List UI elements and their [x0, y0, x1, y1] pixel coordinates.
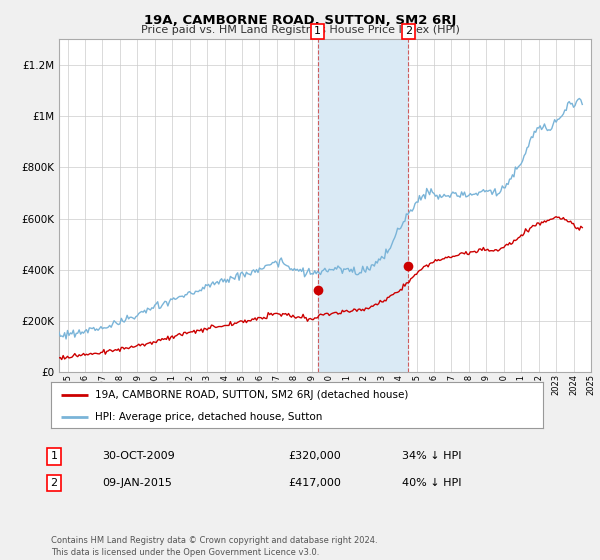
Text: 1: 1: [50, 451, 58, 461]
Text: Contains HM Land Registry data © Crown copyright and database right 2024.
This d: Contains HM Land Registry data © Crown c…: [51, 536, 377, 557]
Text: 2: 2: [50, 478, 58, 488]
Text: 34% ↓ HPI: 34% ↓ HPI: [402, 451, 461, 461]
Text: 2: 2: [405, 26, 412, 36]
Text: 1: 1: [314, 26, 321, 36]
Text: £417,000: £417,000: [288, 478, 341, 488]
Text: Price paid vs. HM Land Registry's House Price Index (HPI): Price paid vs. HM Land Registry's House …: [140, 25, 460, 35]
Text: 19A, CAMBORNE ROAD, SUTTON, SM2 6RJ (detached house): 19A, CAMBORNE ROAD, SUTTON, SM2 6RJ (det…: [95, 390, 409, 400]
Text: 30-OCT-2009: 30-OCT-2009: [102, 451, 175, 461]
Text: 19A, CAMBORNE ROAD, SUTTON, SM2 6RJ: 19A, CAMBORNE ROAD, SUTTON, SM2 6RJ: [144, 14, 456, 27]
Bar: [317, 39, 409, 372]
Text: 09-JAN-2015: 09-JAN-2015: [102, 478, 172, 488]
Text: 40% ↓ HPI: 40% ↓ HPI: [402, 478, 461, 488]
Text: HPI: Average price, detached house, Sutton: HPI: Average price, detached house, Sutt…: [95, 412, 323, 422]
Text: £320,000: £320,000: [288, 451, 341, 461]
